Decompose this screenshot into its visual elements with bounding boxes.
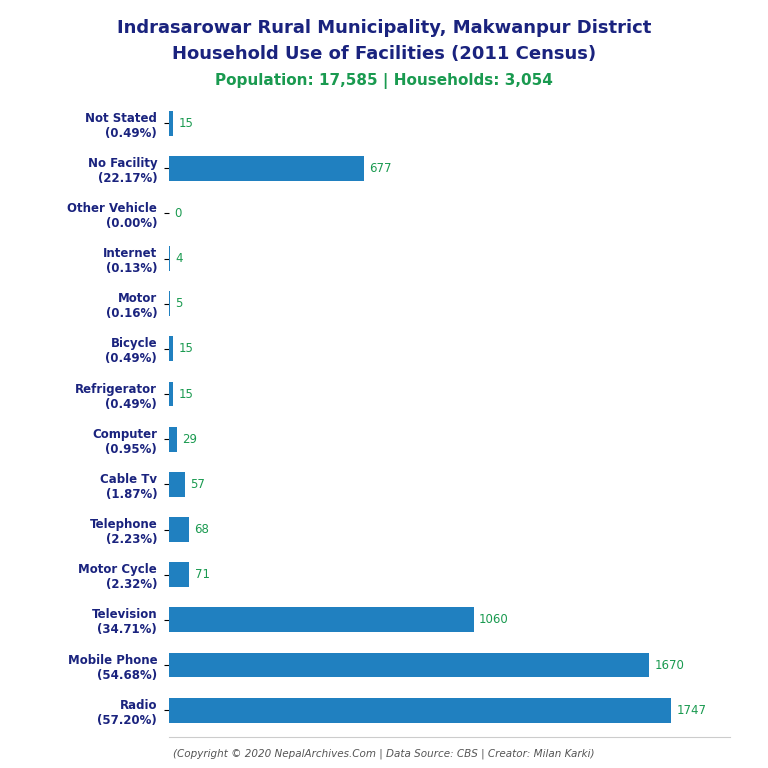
Text: 0: 0	[174, 207, 181, 220]
Text: Indrasarowar Rural Municipality, Makwanpur District: Indrasarowar Rural Municipality, Makwanp…	[117, 19, 651, 37]
Text: 71: 71	[194, 568, 210, 581]
Bar	[169, 698, 671, 723]
Text: 4: 4	[175, 252, 183, 265]
Text: (Copyright © 2020 NepalArchives.Com | Data Source: CBS | Creator: Milan Karki): (Copyright © 2020 NepalArchives.Com | Da…	[174, 748, 594, 759]
Text: 29: 29	[183, 432, 197, 445]
Bar	[169, 562, 190, 587]
Text: 1060: 1060	[479, 614, 508, 627]
Bar	[169, 291, 170, 316]
Text: 677: 677	[369, 162, 391, 175]
Text: 15: 15	[178, 117, 194, 130]
Bar	[169, 517, 188, 542]
Bar	[169, 472, 185, 497]
Bar	[169, 382, 174, 406]
Bar	[169, 427, 177, 452]
Bar	[169, 247, 170, 271]
Text: 1670: 1670	[654, 658, 684, 671]
Bar	[169, 607, 474, 632]
Text: 15: 15	[178, 388, 194, 401]
Text: 57: 57	[190, 478, 205, 491]
Text: 68: 68	[194, 523, 209, 536]
Text: 1747: 1747	[677, 703, 707, 717]
Bar	[169, 653, 649, 677]
Bar	[169, 111, 174, 135]
Text: 5: 5	[176, 297, 183, 310]
Bar	[169, 156, 363, 180]
Text: 15: 15	[178, 343, 194, 356]
Text: Population: 17,585 | Households: 3,054: Population: 17,585 | Households: 3,054	[215, 73, 553, 89]
Text: Household Use of Facilities (2011 Census): Household Use of Facilities (2011 Census…	[172, 45, 596, 62]
Bar	[169, 336, 174, 361]
